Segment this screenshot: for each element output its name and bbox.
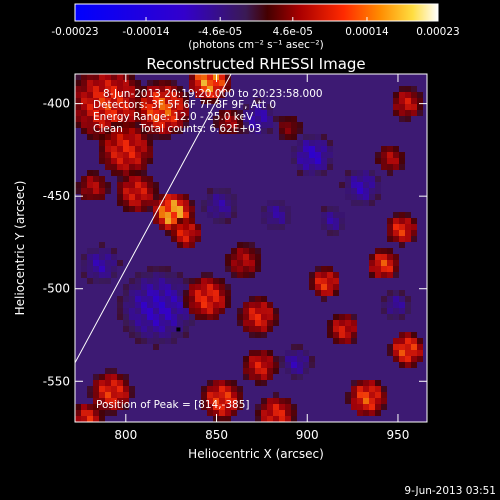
colorbar-tick-label-3: 4.6e-05 xyxy=(273,26,313,38)
positive-region-21 xyxy=(387,332,423,368)
annotation-energy-range: Energy Range: 12.0 - 25.0 keV xyxy=(93,111,254,123)
colorbar-units-label: (photons cm⁻² s⁻¹ asec⁻²) xyxy=(188,39,323,51)
colorbar: -0.00023 -0.00014 -4.6e-05 4.6e-05 0.00014 0.… xyxy=(51,3,460,51)
annotation-block: 8-Jun-2013 20:19:20.000 to 20:23:58.000 … xyxy=(93,88,323,135)
x-tick-label-0: 800 xyxy=(114,428,137,442)
solar-limb-line xyxy=(75,74,232,364)
positive-region-25 xyxy=(279,116,303,140)
positive-region-2 xyxy=(189,74,231,104)
y-tick-label-0: -400 xyxy=(43,97,70,111)
positive-region-3 xyxy=(99,122,153,176)
positive-region-6 xyxy=(171,218,201,248)
colorbar-tick-label-4: 0.00014 xyxy=(345,26,389,38)
positive-region-1 xyxy=(135,80,189,140)
y-tick-label-3: -550 xyxy=(43,374,70,388)
x-tick-label-3: 950 xyxy=(387,428,410,442)
positive-region-20 xyxy=(387,212,417,248)
footer-timestamp: 9-Jun-2013 03:51 xyxy=(404,485,496,497)
positive-region-16 xyxy=(75,404,105,422)
negative-region-5 xyxy=(321,206,345,236)
positive-region-18 xyxy=(327,314,357,344)
plot-frame xyxy=(74,73,428,423)
positive-region-17 xyxy=(309,266,339,302)
positive-region-24 xyxy=(393,86,423,122)
peak-marker xyxy=(176,327,181,332)
annotation-time-range: 8-Jun-2013 20:19:20.000 to 20:23:58.000 xyxy=(103,88,323,100)
positive-region-19 xyxy=(369,248,399,278)
colorbar-tick-label-1: -0.00014 xyxy=(122,26,170,38)
y-tick-label-2: -500 xyxy=(43,282,70,296)
negative-region-8 xyxy=(381,290,411,320)
positive-region-11 xyxy=(237,296,279,338)
negative-flux-regions xyxy=(81,98,411,380)
x-tick-label-2: 900 xyxy=(296,428,319,442)
positive-region-13 xyxy=(201,380,243,422)
negative-region-0 xyxy=(117,266,201,350)
positive-region-22 xyxy=(345,380,387,416)
positive-region-14 xyxy=(255,392,297,422)
colorbar-ticks: -0.00023 -0.00014 -4.6e-05 4.6e-05 0.00014 0.… xyxy=(51,17,460,38)
positive-flux-regions xyxy=(75,74,423,422)
colorbar-gradient xyxy=(74,3,439,22)
colorbar-tick-label-0: -0.00023 xyxy=(51,26,98,38)
positive-region-7 xyxy=(75,170,111,200)
colorbar-tick-label-5: 0.00023 xyxy=(416,26,459,38)
positive-region-10 xyxy=(225,242,261,278)
positive-region-12 xyxy=(243,350,279,386)
peak-position-label: Position of Peak = [814,-385] xyxy=(96,399,250,411)
positive-region-8 xyxy=(213,110,243,134)
x-axis-label: Heliocentric X (arcsec) xyxy=(188,447,324,461)
colorbar-tick-label-2: -4.6e-05 xyxy=(198,26,242,38)
negative-region-1 xyxy=(81,242,123,284)
negative-region-3 xyxy=(291,134,333,176)
negative-region-2 xyxy=(243,98,279,134)
chart-title: Reconstructed RHESSI Image xyxy=(146,55,365,73)
negative-region-4 xyxy=(339,170,381,206)
heatmap-image xyxy=(75,74,427,422)
negative-region-9 xyxy=(201,188,237,224)
annotation-detectors: Detectors: 3F 5F 6F 7F 8F 9F, Att 0 xyxy=(93,99,276,111)
positive-region-9 xyxy=(183,272,231,320)
x-tick-label-1: 850 xyxy=(205,428,228,442)
negative-region-6 xyxy=(279,344,315,380)
plot-axes: 800 850 900 950 -400 -450 -500 -550 xyxy=(43,74,427,442)
positive-region-23 xyxy=(375,146,405,176)
y-axis-label: Heliocentric Y (arcsec) xyxy=(13,181,27,316)
negative-region-7 xyxy=(261,200,291,230)
y-tick-label-1: -450 xyxy=(43,189,70,203)
positive-region-4 xyxy=(117,170,159,212)
annotation-clean-counts: Clean Total counts: 6.62E+03 xyxy=(93,123,262,135)
